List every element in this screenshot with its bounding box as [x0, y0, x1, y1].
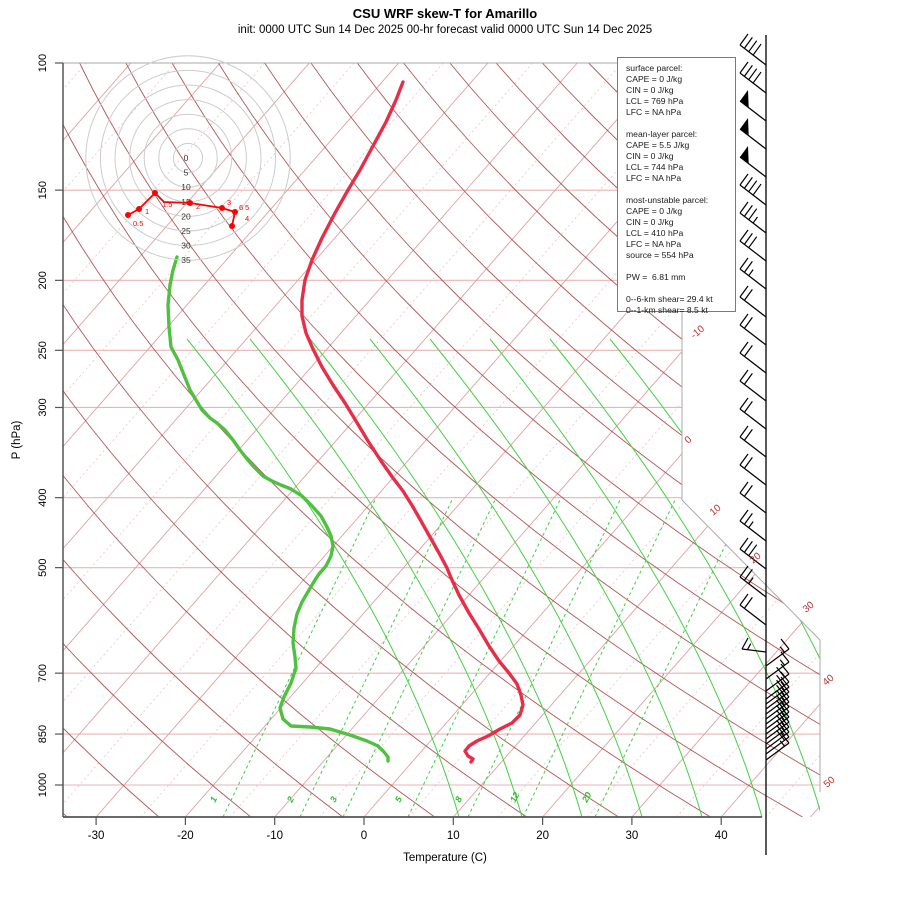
parcel-info-line: source = 554 hPa	[626, 250, 694, 260]
parcel-info-line	[626, 261, 735, 272]
x-axis-label: Temperature (C)	[403, 852, 487, 864]
pressure-tick-label: 300	[37, 398, 49, 416]
isotherm-label: 40	[821, 672, 837, 688]
parcel-info-line: LCL = 769 hPa	[626, 96, 684, 106]
parcel-info-line: LFC = NA hPa	[626, 107, 682, 117]
mixing-ratio-label: 3	[328, 795, 339, 804]
isotherm-label: 30	[801, 599, 817, 615]
temperature-tick-label: 10	[447, 830, 460, 842]
hodograph-height-label: 4	[245, 214, 249, 223]
hodograph-ring-label: 30	[181, 241, 191, 251]
temperature-tick-label: 20	[536, 830, 549, 842]
sounding-curves	[166, 80, 525, 764]
temperature-tick-label: 0	[361, 830, 367, 842]
parcel-info-line: CAPE = 0 J/kg	[626, 206, 683, 216]
temperature-tick-label: -30	[88, 830, 105, 842]
wind-barb-column	[739, 33, 790, 855]
mixing-ratio-label: 5	[393, 794, 405, 804]
hodograph-ring-label: 5	[184, 168, 189, 178]
pressure-tick-label: 150	[37, 181, 49, 199]
pressure-tick-label: 100	[37, 54, 49, 72]
pressure-tick-label: 250	[37, 341, 49, 359]
pressure-tick-label: 850	[37, 725, 49, 743]
isobar-grid	[63, 189, 820, 786]
parcel-info-line: CIN = 0 J/kg	[626, 85, 674, 95]
mixing-ratio-label: 2	[284, 795, 296, 805]
parcel-info-line: LFC = NA hPa	[626, 239, 682, 249]
parcel-info-line: CAPE = 0 J/kg	[626, 74, 683, 84]
hodograph-ring-label: 35	[181, 255, 191, 265]
parcel-info-line: LCL = 410 hPa	[626, 228, 684, 238]
isotherm-label: -10	[689, 323, 707, 341]
hodograph-ring-label: 0	[184, 153, 189, 163]
hodograph-height-label: 6	[239, 203, 243, 212]
parcel-info-line	[626, 184, 735, 195]
parcel-info-line: CIN = 0 J/kg	[626, 217, 674, 227]
parcel-info-box: surface parcel: CAPE = 0 J/kg CIN = 0 J/kg…	[617, 57, 736, 315]
hodograph-ring-label: 15	[181, 197, 191, 207]
hodograph-ring-label: 25	[181, 226, 191, 236]
parcel-info-line: 0--1-km shear= 8.5 kt	[626, 305, 708, 315]
temperature-tick-label: 30	[626, 830, 639, 842]
mixing-ratio-label: 20	[579, 790, 593, 804]
temperature-curve	[300, 80, 525, 764]
isotherm-label: 0	[683, 434, 695, 446]
hodograph-height-label: 0.5	[133, 219, 143, 228]
parcel-info-line: CIN = 0 J/kg	[626, 151, 674, 161]
pressure-tick-label: 200	[37, 271, 49, 289]
hodograph-height-label: 5	[245, 203, 249, 212]
chart-title: CSU WRF skew-T for Amarillo	[352, 6, 538, 21]
temperature-tick-label: -20	[177, 830, 194, 842]
mixing-ratio-label: 8	[453, 795, 464, 804]
dewpoint-curve	[166, 255, 390, 763]
y-axis-label: P (hPa)	[11, 420, 23, 459]
isotherm-label: 10	[708, 502, 724, 518]
hodograph-ring-label: 10	[181, 182, 191, 192]
hodograph-height-label: 1.5	[162, 200, 172, 209]
temperature-tick-label: -10	[266, 830, 283, 842]
hodograph-ring-label: 20	[181, 211, 191, 221]
pressure-tick-label: 700	[37, 664, 49, 682]
hodograph-height-label: 1	[145, 207, 149, 216]
mixing-ratio-grid	[222, 499, 748, 817]
parcel-info-line	[626, 118, 735, 129]
pressure-tick-label: 400	[37, 489, 49, 507]
parcel-info-line: most-unstable parcel:	[626, 195, 709, 205]
pressure-tick-label: 1000	[37, 773, 49, 797]
mixing-ratio-label: 1	[208, 795, 219, 804]
parcel-info-line: CAPE = 5.5 J/kg	[626, 140, 690, 150]
parcel-info-line: LFC = NA hPa	[626, 173, 682, 183]
parcel-info-line: 0--6-km shear= 29.4 kt	[626, 294, 713, 304]
parcel-info-line	[626, 283, 735, 294]
temperature-tick-label: 40	[715, 830, 728, 842]
parcel-info-line: surface parcel:	[626, 63, 683, 73]
isotherm-label: 50	[822, 774, 838, 790]
hodograph-height-label: 3	[227, 198, 231, 207]
parcel-info-line: LCL = 744 hPa	[626, 162, 684, 172]
pressure-tick-label: 500	[37, 558, 49, 576]
chart-subtitle: init: 0000 UTC Sun 14 Dec 2025 00-hr for…	[237, 24, 653, 36]
hodograph-height-label: 2	[196, 202, 200, 211]
mixing-ratio-label: 12	[508, 790, 522, 804]
parcel-info-line: PW = 6.81 mm	[626, 272, 686, 282]
parcel-info-line: mean-layer parcel:	[626, 129, 698, 139]
